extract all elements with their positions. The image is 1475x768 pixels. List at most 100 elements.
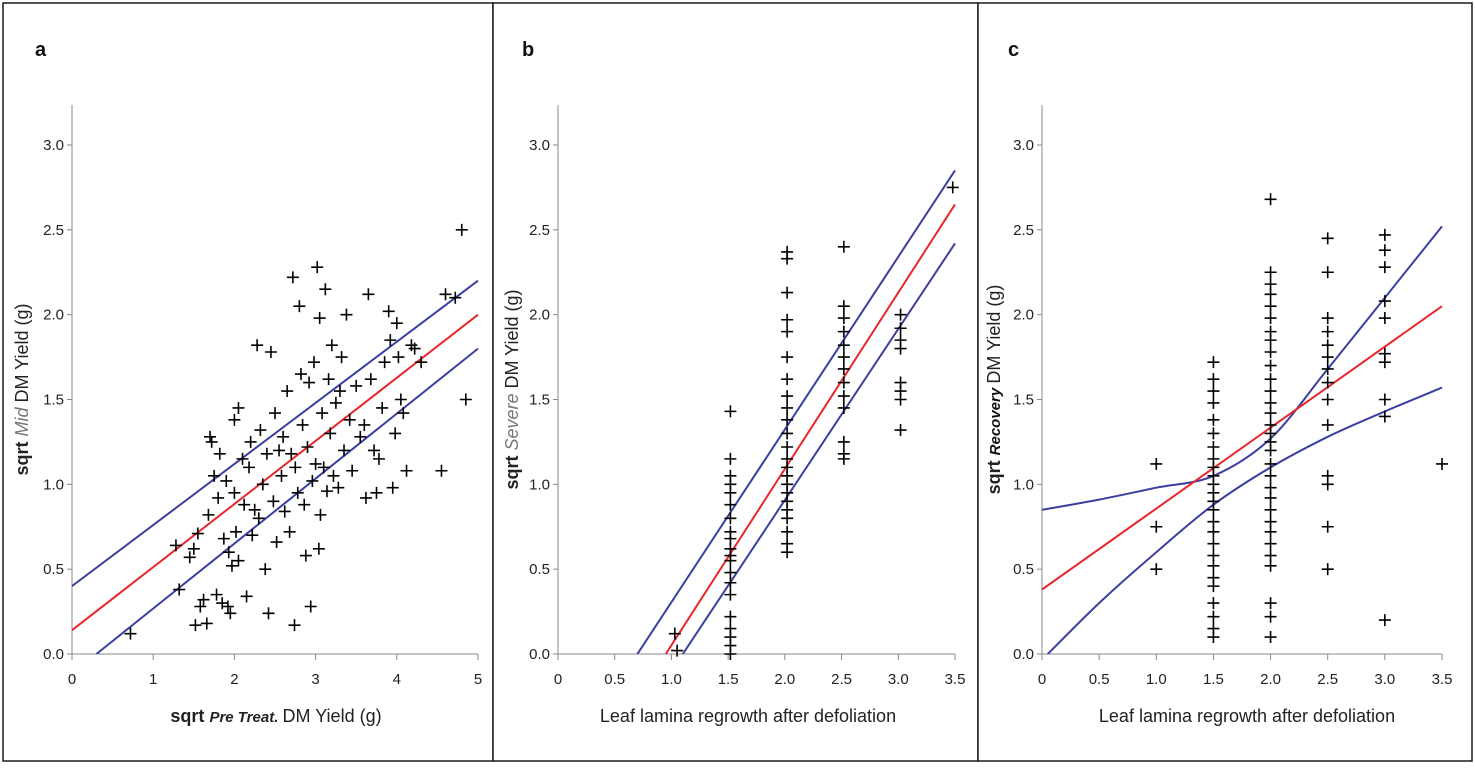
data-point bbox=[386, 481, 399, 494]
data-point bbox=[894, 393, 907, 406]
x-tick-label: 1.0 bbox=[661, 671, 682, 688]
data-point bbox=[781, 427, 794, 440]
data-point bbox=[1264, 444, 1277, 457]
data-point bbox=[329, 396, 342, 409]
data-point bbox=[343, 413, 356, 426]
data-point bbox=[1264, 631, 1277, 644]
data-point bbox=[1436, 457, 1448, 470]
data-point bbox=[259, 563, 272, 576]
data-point bbox=[273, 444, 286, 457]
y-axis-label-text: DM Yield (g) bbox=[984, 285, 1004, 384]
data-point bbox=[781, 390, 794, 403]
x-tick-label: 2.0 bbox=[1260, 671, 1281, 688]
data-point bbox=[225, 559, 238, 572]
data-point bbox=[307, 356, 320, 369]
data-point bbox=[668, 627, 681, 640]
panel-label: a bbox=[35, 39, 47, 61]
x-tick-label: 3.0 bbox=[1374, 671, 1395, 688]
data-point bbox=[837, 362, 850, 375]
y-tick-label: 1.5 bbox=[1013, 392, 1034, 409]
data-point bbox=[283, 525, 296, 538]
fit-line bbox=[664, 203, 956, 654]
data-point bbox=[313, 312, 326, 325]
data-point bbox=[327, 469, 340, 482]
x-tick-label: 1.5 bbox=[1203, 671, 1224, 688]
data-point bbox=[236, 452, 249, 465]
data-point bbox=[205, 435, 218, 448]
data-point bbox=[238, 498, 251, 511]
data-point bbox=[332, 481, 345, 494]
data-point bbox=[1264, 610, 1277, 623]
x-tick-label: 2.0 bbox=[774, 671, 795, 688]
y-axis-label-prefix: sqrt bbox=[984, 455, 1004, 494]
data-point bbox=[1321, 418, 1334, 431]
x-tick-label: 2 bbox=[230, 671, 238, 688]
data-point bbox=[781, 286, 794, 299]
data-point bbox=[362, 288, 375, 301]
y-axis-label-italic: Recovery bbox=[987, 384, 1004, 456]
panel-b: b 0 0.5 1.0 1.5 2.0 2.5 3.0 3.5 0.0 0.5 1.0 1.5 2.0 2.… bbox=[492, 2, 979, 762]
data-point bbox=[439, 288, 452, 301]
y-tick-label: 0.5 bbox=[529, 561, 550, 578]
data-point bbox=[724, 532, 737, 545]
data-point bbox=[1264, 345, 1277, 358]
data-point bbox=[333, 385, 346, 398]
data-point bbox=[270, 536, 283, 549]
data-point bbox=[213, 447, 226, 460]
data-point bbox=[1378, 312, 1391, 325]
data-point bbox=[392, 351, 405, 364]
x-tick-label: 3.0 bbox=[888, 671, 909, 688]
data-point bbox=[1264, 559, 1277, 572]
data-point bbox=[212, 491, 225, 504]
data-point bbox=[1378, 614, 1391, 627]
x-axis-label-text: Leaf lamina regrowth after defoliation bbox=[600, 706, 896, 726]
panel-a: a 0 1 2 3 4 5 0.0 0.5 1.0 1.5 2.0 2.5 3.0 sqrt Pre Tre… bbox=[2, 2, 494, 762]
data-point bbox=[1264, 525, 1277, 538]
x-axis-label: Leaf lamina regrowth after defoliation bbox=[600, 706, 896, 726]
data-point bbox=[232, 554, 245, 567]
ci-lower-line bbox=[1046, 386, 1443, 654]
data-point bbox=[449, 291, 462, 304]
data-point bbox=[894, 322, 907, 335]
data-point bbox=[251, 339, 264, 352]
data-point bbox=[946, 181, 959, 194]
y-tick-label: 0.0 bbox=[43, 646, 64, 663]
data-point bbox=[232, 401, 245, 414]
data-point bbox=[296, 418, 309, 431]
data-point bbox=[316, 407, 329, 420]
data-point bbox=[408, 342, 421, 355]
data-point bbox=[1321, 339, 1334, 352]
data-point bbox=[301, 441, 314, 454]
data-point bbox=[1321, 563, 1334, 576]
data-point bbox=[397, 407, 410, 420]
data-point bbox=[837, 401, 850, 414]
data-point bbox=[1264, 407, 1277, 420]
data-point bbox=[324, 427, 337, 440]
data-point bbox=[724, 610, 737, 623]
data-point bbox=[1207, 385, 1220, 398]
data-point bbox=[372, 452, 385, 465]
data-point bbox=[394, 393, 407, 406]
data-point bbox=[671, 644, 684, 657]
data-point bbox=[306, 474, 319, 487]
data-point bbox=[837, 351, 850, 364]
y-tick-label: 1.5 bbox=[529, 392, 550, 409]
data-point bbox=[370, 486, 383, 499]
data-point bbox=[1264, 503, 1277, 516]
data-point bbox=[1321, 325, 1334, 338]
data-point bbox=[293, 300, 306, 313]
y-tick-label: 2.5 bbox=[43, 222, 64, 239]
ci-upper-line bbox=[636, 169, 956, 654]
regression-lines bbox=[636, 169, 956, 654]
data-point bbox=[724, 566, 737, 579]
data-point bbox=[1264, 537, 1277, 550]
data-point bbox=[724, 549, 737, 562]
data-point bbox=[197, 593, 210, 606]
data-point bbox=[435, 464, 448, 477]
data-point bbox=[1207, 597, 1220, 610]
y-tick-label: 0.5 bbox=[1013, 561, 1034, 578]
data-point bbox=[1264, 396, 1277, 409]
data-point bbox=[781, 252, 794, 265]
y-axis-label-text: DM Yield (g) bbox=[12, 303, 32, 402]
